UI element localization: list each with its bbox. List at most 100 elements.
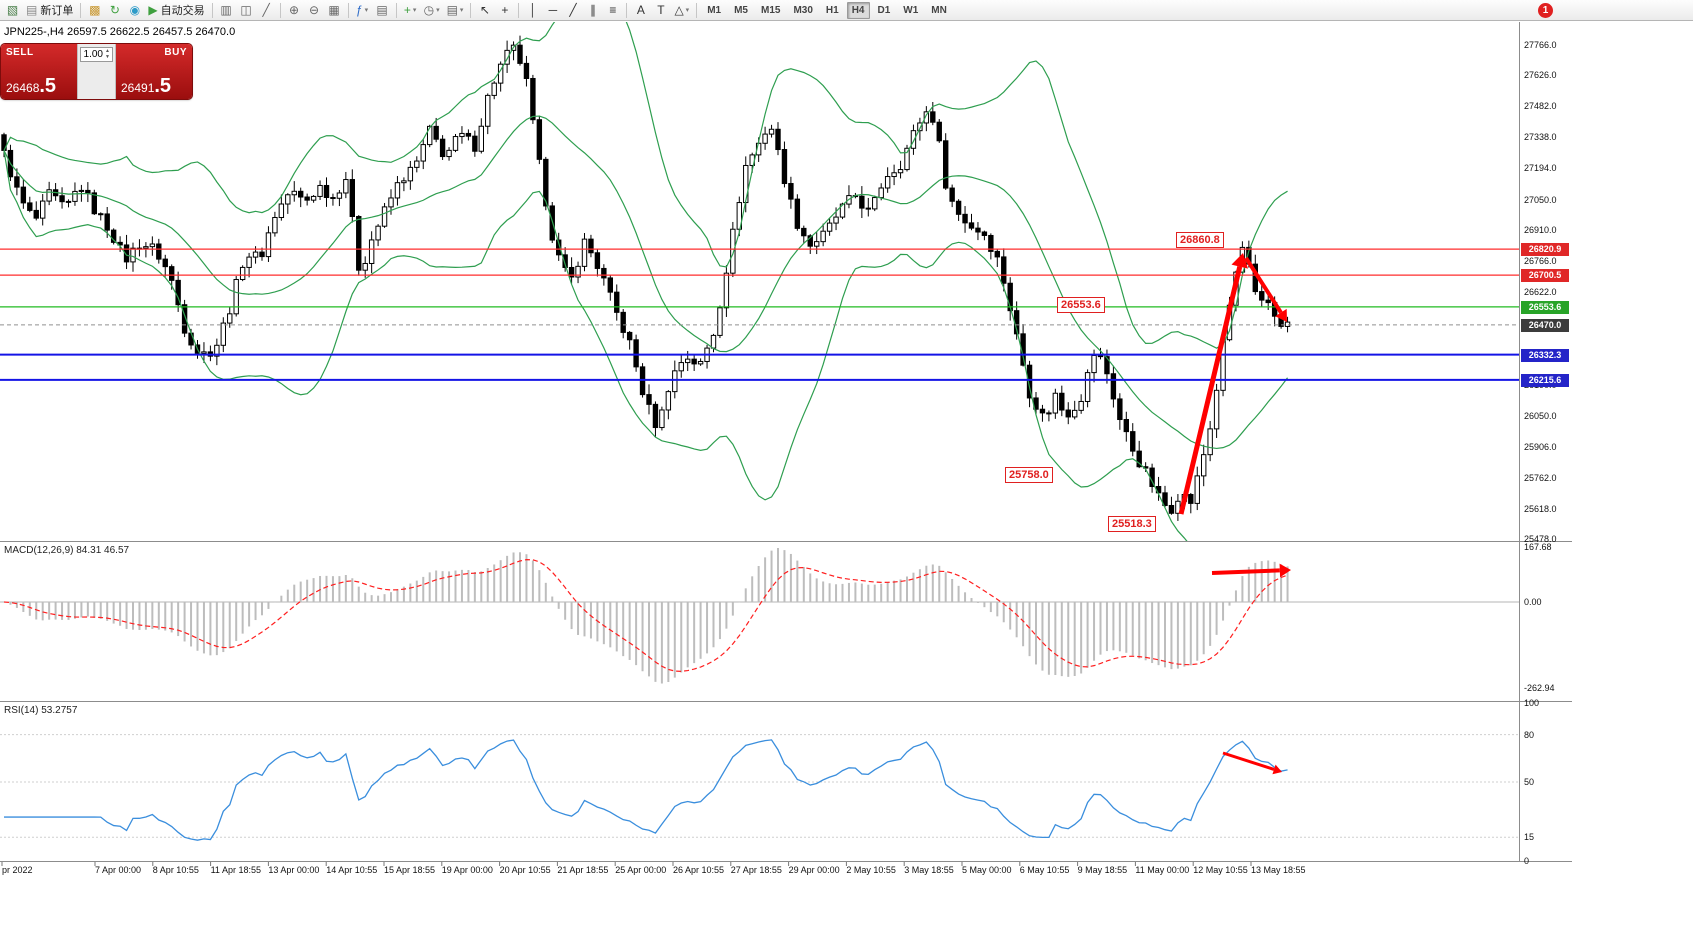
timeframe-h4-button[interactable]: H4 [846, 1, 870, 19]
community-button[interactable]: ◉ [125, 1, 144, 19]
market-button[interactable]: ▩ [85, 1, 104, 19]
level-price-label: 26215.6 [1521, 373, 1569, 387]
cursor-button[interactable]: ↖ [475, 1, 494, 19]
refresh-button[interactable]: ↻ [105, 1, 124, 19]
data-window-icon: ▤ [376, 3, 388, 17]
new-order-icon: ▤ [26, 3, 38, 17]
text-icon: A [636, 3, 645, 17]
timeframe-mn-button[interactable]: MN [931, 4, 947, 16]
timeframe-d1-button[interactable]: D1 [877, 4, 891, 16]
time-tick-label: 12 May 10:55 [1193, 865, 1248, 875]
price-annotation[interactable]: 26860.8 [1176, 232, 1224, 248]
line-chart-button[interactable]: ╱ [257, 1, 276, 19]
indicators-icon: ƒ [355, 3, 363, 17]
trendline-button[interactable]: ╱ [563, 1, 582, 19]
rsi-panel[interactable] [0, 703, 1519, 861]
shapes-button[interactable]: △ ▾ [671, 1, 692, 19]
community-icon: ◉ [129, 3, 141, 17]
templates-button[interactable]: ▤ ▾ [444, 1, 467, 19]
channel-button[interactable]: ∥ [583, 1, 602, 19]
price-tick: 25762.0 [1524, 472, 1557, 483]
indicators-button[interactable]: ƒ ▾ [353, 1, 372, 19]
rsi-tick: 0 [1524, 856, 1530, 866]
fibonacci-icon: ≡ [609, 3, 617, 17]
price-tick: 27626.0 [1524, 70, 1557, 81]
zoom-out-button[interactable]: ⊖ [305, 1, 324, 19]
timeframe-m15-button[interactable]: M15 [761, 4, 781, 16]
toolbar-separator [279, 2, 281, 18]
toolbar-separator [696, 2, 698, 18]
dropdown-arrow-icon: ▾ [436, 7, 440, 14]
horizontal-line-icon: ─ [548, 3, 558, 17]
toolbar-separator [626, 2, 628, 18]
candle-chart-icon: ◫ [240, 3, 252, 17]
vertical-line-icon: │ [529, 3, 537, 17]
candle-chart-button[interactable]: ◫ [237, 1, 256, 19]
time-tick-label: 14 Apr 10:55 [326, 865, 378, 875]
time-tick-label: pr 2022 [2, 865, 33, 875]
add-indicator-icon: + [403, 3, 411, 17]
price-annotation[interactable]: 25518.3 [1108, 516, 1156, 532]
sell-price: 26468.5 [6, 75, 57, 97]
timeframe-m1-button[interactable]: M1 [707, 4, 722, 16]
line-chart-icon: ╱ [262, 3, 270, 17]
refresh-icon: ↻ [109, 3, 120, 17]
price-tick: 27766.0 [1524, 39, 1557, 50]
chart-area [0, 21, 1693, 941]
sell-button[interactable]: SELL 26468.5 [1, 44, 77, 99]
buy-button[interactable]: BUY 26491.5 [116, 44, 192, 99]
time-tick-label: 6 May 10:55 [1019, 865, 1070, 875]
toolbar-separator [470, 2, 472, 18]
volume-stepper[interactable]: ▲ ▼ [105, 48, 110, 60]
market-icon: ▩ [89, 3, 101, 17]
time-tick-label: 19 Apr 00:00 [441, 865, 493, 875]
price-annotation[interactable]: 26553.6 [1057, 297, 1105, 313]
rsi-tick: 100 [1524, 698, 1540, 708]
new-order-button[interactable]: ▤ 新订单 [23, 1, 76, 19]
fibonacci-button[interactable]: ≡ [603, 1, 622, 19]
text-button[interactable]: A [631, 1, 650, 19]
time-tick-label: 21 Apr 18:55 [557, 865, 609, 875]
bar-chart-icon: ▥ [220, 3, 232, 17]
timeframe-m30-button[interactable]: M30 [793, 4, 813, 16]
dropdown-arrow-icon: ▾ [685, 7, 690, 14]
zoom-out-icon: ⊖ [309, 3, 320, 17]
bar-chart-button[interactable]: ▥ [217, 1, 236, 19]
toolbar-separator [347, 2, 349, 18]
notification-badge[interactable]: 1 [1538, 3, 1553, 18]
add-indicator-button[interactable]: + ▾ [401, 1, 420, 19]
text-label-button[interactable]: T [651, 1, 670, 19]
macd-tick: -262.94 [1524, 682, 1555, 693]
rsi-tick: 80 [1524, 729, 1535, 740]
zoom-in-button[interactable]: ⊕ [285, 1, 304, 19]
timeframe-w1-button[interactable]: W1 [903, 4, 919, 16]
time-axis[interactable]: pr 2022 7 Apr 00:00 8 Apr 10:55 11 Apr 18:5… [0, 863, 1519, 877]
time-tick-label: 26 Apr 10:55 [673, 865, 725, 875]
price-axis[interactable]: 27766.0 27626.0 27482.0 27338.0 27194.0 27050… [1520, 0, 1576, 880]
tile-windows-button[interactable]: ▦ [325, 1, 344, 19]
timeframe-m5-button[interactable]: M5 [734, 4, 748, 16]
price-tick: 25906.0 [1524, 441, 1557, 452]
rsi-label: RSI(14) 53.2757 [4, 705, 78, 716]
timeframe-h1-button[interactable]: H1 [825, 4, 839, 16]
periods-button[interactable]: ◷ ▾ [421, 1, 443, 19]
new-chart-button[interactable]: ▧ [3, 1, 22, 19]
crosshair-button[interactable]: + [495, 1, 514, 19]
dropdown-arrow-icon: ▾ [412, 7, 417, 14]
toolbar-button-groups: ▧ ▤ 新订单 ▩ ↻ ◉ ▶ 自动交易 ▥ ◫ ╱ ⊕ ⊖ ▦ ƒ ▾ ▤ + ▾ ◷ ▾ ▤ ▾ ↖ + │ ─ ╱ ∥ ≡ A T △ ▾ M… [3, 1, 953, 19]
sell-label: SELL [6, 47, 34, 58]
price-annotation[interactable]: 25758.0 [1005, 467, 1053, 483]
main-chart-panel[interactable] [0, 22, 1519, 541]
horizontal-line-button[interactable]: ─ [543, 1, 562, 19]
auto-trading-button[interactable]: ▶ 自动交易 [145, 1, 207, 19]
buy-label: BUY [164, 47, 187, 58]
text-label-icon: T [657, 3, 665, 17]
macd-panel[interactable] [0, 543, 1519, 701]
toolbar-separator [80, 2, 82, 18]
dropdown-arrow-icon: ▾ [364, 7, 369, 14]
macd-tick: 0.00 [1524, 597, 1542, 607]
vertical-line-button[interactable]: │ [523, 1, 542, 19]
time-tick-label: 11 May 00:00 [1135, 865, 1190, 875]
time-tick-label: 8 Apr 10:55 [152, 865, 199, 875]
data-window-button[interactable]: ▤ [373, 1, 392, 19]
